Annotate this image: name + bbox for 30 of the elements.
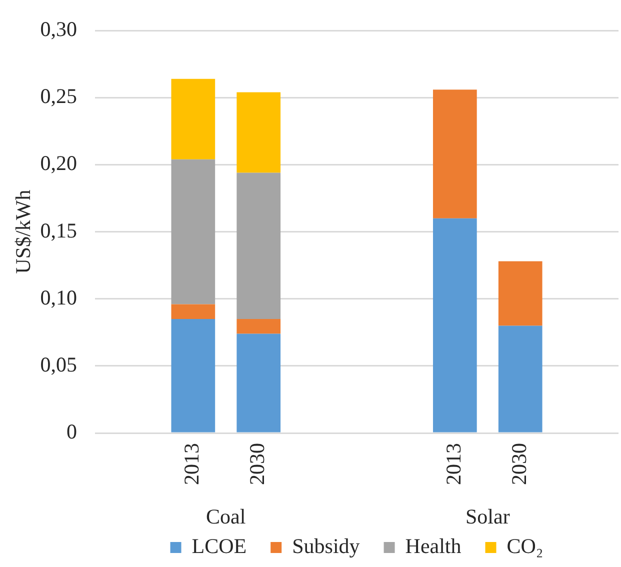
bar [236, 318, 281, 334]
y-tick-label: 0,10 [40, 285, 77, 310]
x-tick-label: 2030 [245, 443, 270, 485]
y-tick-label: 0,05 [40, 352, 77, 376]
bar [498, 261, 542, 326]
bar [236, 92, 281, 173]
text: Solar [465, 504, 510, 529]
bar [433, 90, 477, 218]
legend-label: Health [405, 534, 462, 558]
x-tick-label: 2030 [506, 443, 531, 485]
y-tick-label: 0,15 [40, 218, 77, 242]
bar [498, 326, 542, 432]
x-tick-label: 2013 [441, 443, 466, 485]
y-tick-label: 0,25 [40, 84, 77, 108]
bar [236, 172, 281, 319]
y-tick-label: 0,20 [40, 151, 77, 176]
y-tick-label: 0,30 [40, 17, 77, 42]
text: Coal [206, 504, 246, 529]
bar [171, 78, 216, 160]
legend-label: CO₂ [506, 534, 544, 558]
bar [433, 218, 477, 432]
bar [171, 304, 216, 319]
x-tick-label: 2013 [180, 443, 204, 485]
bar [171, 159, 216, 304]
y-axis-title: US$/kWh [11, 189, 36, 274]
legend-label: Subsidy [292, 534, 360, 558]
y-tick-label: 0 [66, 420, 77, 444]
bar [171, 318, 216, 432]
legend-label: LCOE [192, 534, 247, 558]
bar [236, 334, 281, 432]
